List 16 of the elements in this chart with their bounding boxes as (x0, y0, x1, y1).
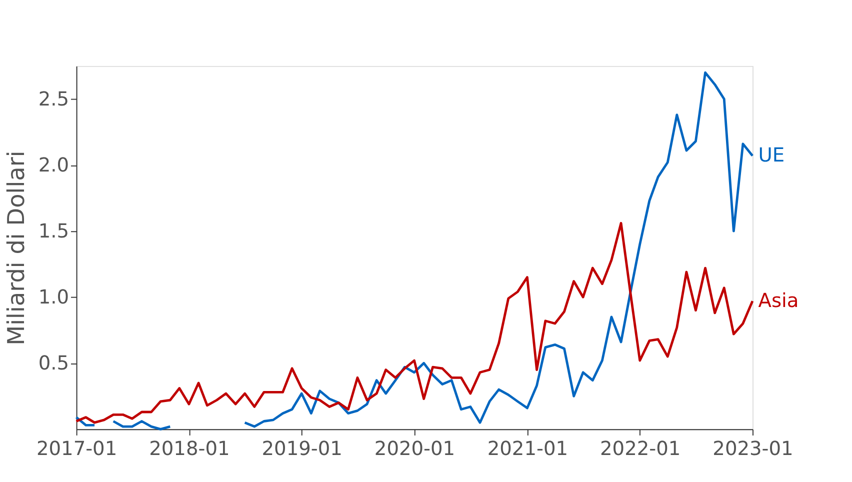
x-tick-label: 2020-01 (374, 436, 456, 460)
line-series (75, 222, 754, 424)
x-tick-label: 2022-01 (600, 436, 681, 460)
x-tick-label: 2023-01 (712, 436, 794, 460)
y-tick-label: 1.5 (38, 219, 70, 242)
x-tick-label: 2017-01 (36, 436, 118, 460)
y-tick-label: 2.0 (38, 153, 70, 176)
y-axis-title: Miliardi di Dollari (2, 150, 30, 346)
y-tick-label: 0.5 (38, 351, 70, 374)
series-label: UE (758, 144, 785, 167)
y-tick-label: 1.0 (38, 285, 70, 308)
x-tick-label: 2021-01 (487, 436, 568, 460)
y-tick-label: 2.5 (38, 87, 70, 110)
series-label: Asia (758, 288, 799, 312)
x-tick-label: 2019-01 (262, 436, 342, 460)
x-tick-label: 2018-01 (149, 436, 230, 460)
